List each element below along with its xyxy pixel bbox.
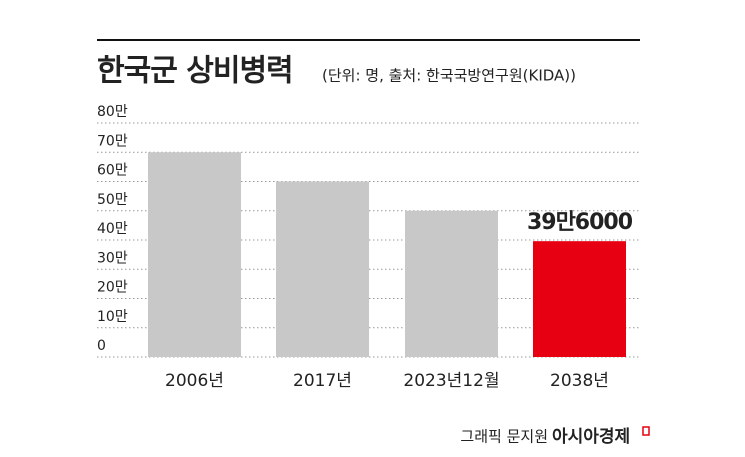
bar xyxy=(276,181,369,357)
x-tick-label: 2017년 xyxy=(293,371,352,391)
brand-icon xyxy=(642,426,650,436)
y-tick-label: 40만 xyxy=(97,221,128,237)
y-tick-label: 20만 xyxy=(97,280,128,296)
chart-title: 한국군 상비병력 xyxy=(97,54,293,89)
y-tick-label: 80만 xyxy=(97,104,128,120)
value-label: 39만6000 xyxy=(527,210,633,235)
y-tick-label: 30만 xyxy=(97,250,128,266)
y-tick-label: 0 xyxy=(97,338,106,354)
y-tick-label: 10만 xyxy=(97,309,128,325)
y-tick-label: 50만 xyxy=(97,192,128,208)
y-tick-label: 70만 xyxy=(97,133,128,149)
bar xyxy=(405,210,498,357)
y-tick-label: 60만 xyxy=(97,163,128,179)
x-tick-label: 2006년 xyxy=(165,371,224,391)
chart-subtitle: (단위: 명, 출처: 한국국방연구원(KIDA)) xyxy=(322,67,576,85)
x-tick-label: 2038년 xyxy=(550,371,609,391)
brand: 아시아경제 xyxy=(552,427,630,447)
bar xyxy=(533,241,626,357)
credit: 그래픽 문지원 xyxy=(460,428,548,446)
bar xyxy=(148,152,241,357)
x-tick-label: 2023년12월 xyxy=(403,371,499,391)
